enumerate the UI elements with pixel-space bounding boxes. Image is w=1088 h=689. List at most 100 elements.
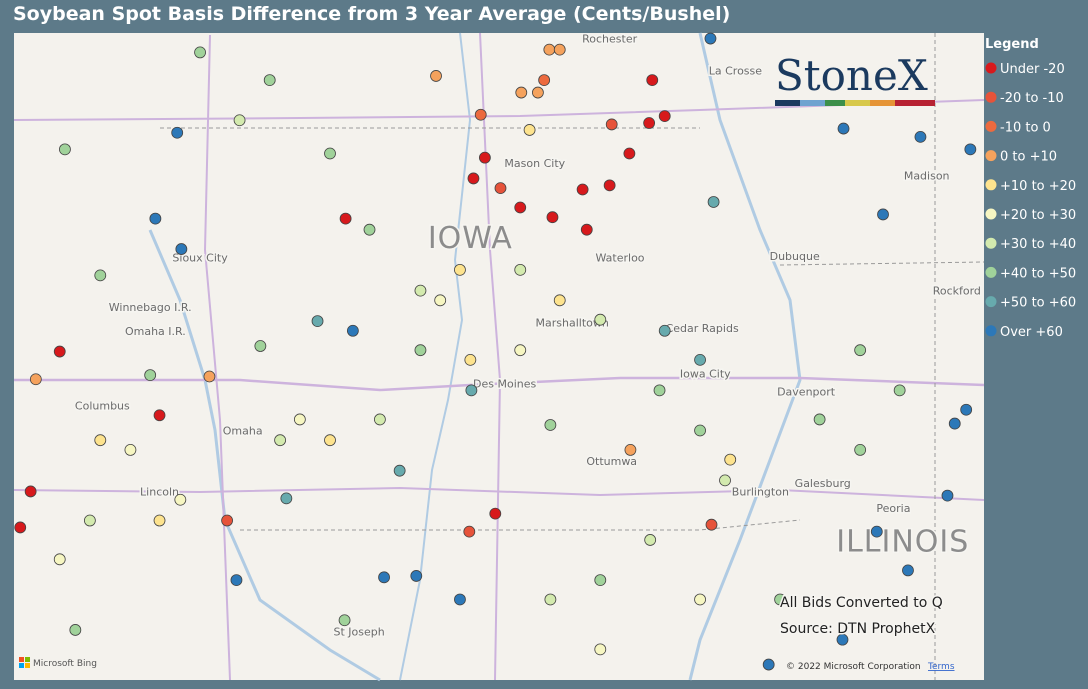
logo-bar — [845, 100, 870, 106]
basis-point — [580, 223, 593, 236]
legend-swatch — [985, 91, 997, 103]
legend-swatch — [985, 266, 997, 278]
city-label: Ottumwa — [586, 455, 637, 468]
basis-point — [410, 570, 423, 582]
basis-point — [464, 353, 477, 366]
city-label: Madison — [904, 170, 950, 183]
basis-point — [434, 294, 447, 307]
basis-point — [514, 344, 527, 357]
basis-point — [324, 147, 336, 160]
basis-point — [544, 419, 557, 431]
basis-point — [523, 124, 536, 136]
basis-point — [153, 514, 166, 527]
basis-point — [174, 493, 187, 506]
basis-point — [941, 489, 954, 502]
legend-label: -20 to -10 — [1000, 91, 1064, 106]
basis-point — [623, 147, 636, 160]
legend-label: 0 to +10 — [1000, 150, 1057, 165]
basis-point — [338, 614, 351, 627]
basis-point — [960, 403, 973, 416]
basis-point — [893, 384, 906, 397]
legend-label: Over +60 — [1000, 325, 1063, 340]
basis-point — [194, 46, 206, 59]
legend-label: +30 to +40 — [1000, 237, 1076, 252]
basis-point — [594, 643, 607, 656]
legend-label: -10 to 0 — [1000, 120, 1051, 135]
basis-point — [694, 593, 706, 606]
logo-bar — [775, 100, 800, 106]
basis-point — [230, 574, 243, 586]
basis-point — [658, 324, 671, 337]
logo: StoneX — [775, 51, 935, 106]
basis-point — [724, 453, 737, 466]
basis-point — [263, 74, 276, 86]
title: Soybean Spot Basis Difference from 3 Yea… — [13, 3, 731, 25]
legend-label: Under -20 — [1000, 62, 1065, 77]
legend-label: +40 to +50 — [1000, 266, 1076, 281]
basis-point — [948, 417, 961, 430]
basis-point — [94, 434, 107, 447]
basis-point — [221, 514, 233, 527]
basis-point — [378, 571, 390, 584]
basis-point — [339, 212, 352, 225]
bing-logo: Microsoft Bing — [19, 657, 97, 669]
basis-point — [902, 564, 914, 577]
basis-point — [914, 130, 927, 143]
basis-point — [646, 74, 659, 86]
basis-point — [813, 413, 826, 426]
basis-point — [293, 413, 306, 426]
legend-label: +10 to +20 — [1000, 179, 1076, 194]
map-features — [13, 32, 985, 682]
basis-point — [467, 172, 480, 185]
basis-point — [594, 574, 607, 586]
basis-point — [543, 43, 556, 56]
city-label: Omaha I.R. — [125, 325, 186, 338]
basis-point — [694, 353, 706, 366]
legend-label: +20 to +30 — [1000, 208, 1076, 223]
basis-point — [14, 521, 27, 534]
basis-point — [254, 340, 267, 352]
basis-point — [478, 151, 491, 164]
logo-bar — [825, 100, 845, 106]
basis-point — [877, 208, 889, 221]
city-label: Columbus — [75, 400, 130, 413]
basis-point — [311, 315, 324, 327]
basis-point — [605, 118, 618, 131]
basis-point — [603, 179, 616, 192]
basis-point — [836, 633, 849, 646]
city-label: St Joseph — [334, 625, 385, 638]
terms-link[interactable]: Terms — [927, 662, 955, 672]
basis-point — [514, 263, 527, 276]
basis-point — [658, 110, 671, 123]
basis-point — [837, 122, 850, 135]
city-label: Sioux City — [172, 251, 228, 264]
city-label: Cedar Rapids — [666, 322, 739, 335]
legend-swatch — [985, 237, 997, 249]
basis-point — [643, 117, 656, 129]
basis-point — [854, 443, 867, 456]
city-label: Peoria — [876, 502, 910, 515]
basis-point — [454, 593, 466, 606]
basis-point — [363, 223, 376, 236]
legend-swatch — [985, 150, 997, 162]
city-label: Galesburg — [795, 477, 851, 490]
city-label: Lincoln — [140, 485, 179, 498]
basis-point — [59, 143, 71, 156]
basis-point — [69, 624, 82, 636]
legend-swatch — [985, 296, 997, 308]
basis-point — [153, 409, 166, 422]
basis-point — [29, 373, 42, 386]
legend-swatch — [985, 179, 997, 191]
basis-point — [465, 384, 478, 397]
region-label: ILLINOIS — [836, 524, 969, 559]
basis-point — [870, 525, 883, 538]
basis-point — [346, 324, 359, 337]
basis-point — [53, 553, 66, 566]
points — [14, 32, 977, 671]
legend-swatch — [985, 325, 997, 337]
logo-bar — [800, 100, 825, 106]
note: Source: DTN ProphetX — [780, 621, 936, 637]
basis-point — [532, 86, 544, 99]
legend: Legend Under -20 -20 to -10 -10 to 0 0 to +… — [985, 37, 1076, 340]
